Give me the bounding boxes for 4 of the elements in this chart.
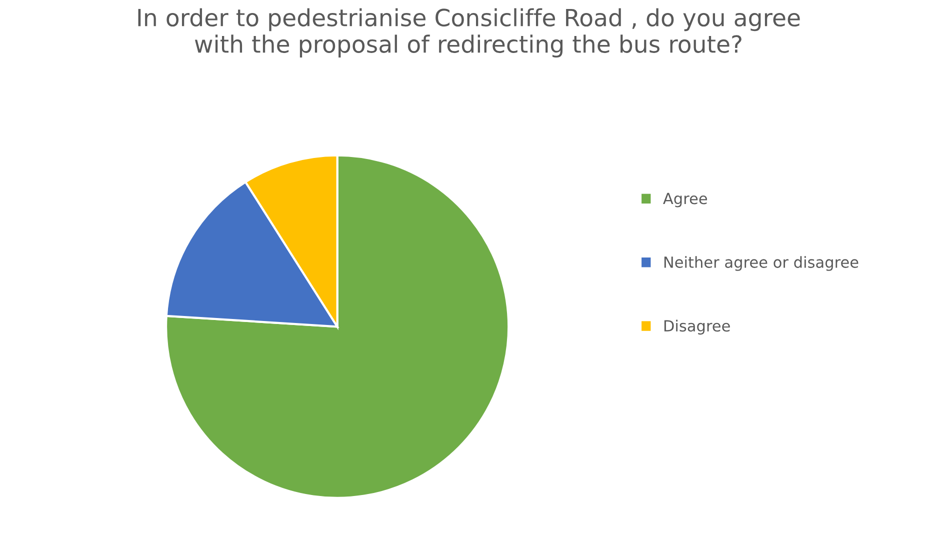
legend-label: Disagree	[664, 320, 730, 335]
legend-label: Neither agree or disagree	[664, 256, 858, 271]
chart-title: In order to pedestrianise Consicliffe Road , do you agree with the proposal of redirecting the bus route?	[138, 8, 800, 58]
legend-label: Agree	[663, 192, 707, 208]
